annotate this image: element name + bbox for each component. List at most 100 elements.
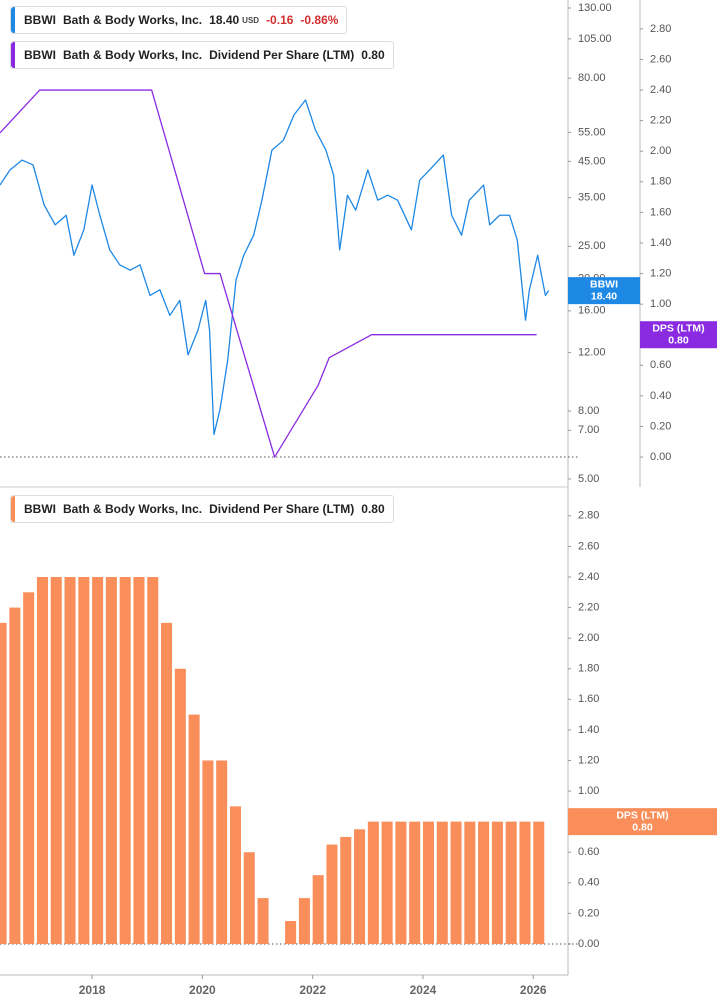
end-label-value: 0.80 bbox=[668, 334, 689, 346]
legend-entry: BBWI Bath & Body Works, Inc. Dividend Pe… bbox=[10, 495, 394, 523]
y-tick-label: 0.40 bbox=[650, 390, 671, 402]
bar bbox=[533, 821, 545, 944]
bar bbox=[161, 622, 173, 944]
bar bbox=[105, 577, 117, 944]
y-tick-label: 0.40 bbox=[578, 877, 599, 889]
y-tick-label: 0.20 bbox=[578, 907, 599, 919]
end-label-box bbox=[568, 808, 717, 836]
y-tick-label: 8.00 bbox=[578, 405, 599, 417]
bar bbox=[147, 577, 159, 944]
bar bbox=[92, 577, 104, 944]
bar bbox=[381, 821, 393, 944]
bar bbox=[298, 898, 310, 944]
y-tick-label: 0.00 bbox=[578, 938, 599, 950]
legend-last: 18.40 bbox=[209, 13, 240, 27]
end-label-box bbox=[568, 277, 640, 305]
bar bbox=[340, 836, 352, 944]
legend-swatch bbox=[11, 7, 15, 33]
end-label: DPS (LTM) bbox=[616, 809, 668, 821]
y-tick-label: 0.00 bbox=[650, 451, 671, 463]
y-tick-label: 1.40 bbox=[578, 724, 599, 736]
y-tick-label: 1.80 bbox=[578, 663, 599, 675]
bar bbox=[257, 898, 269, 944]
bar bbox=[312, 875, 324, 944]
bar bbox=[133, 577, 145, 944]
x-tick-label: 2018 bbox=[79, 983, 106, 997]
bar bbox=[422, 821, 434, 944]
y-tick-label: 25.00 bbox=[578, 240, 606, 252]
y-tick-label: 45.00 bbox=[578, 155, 606, 167]
y-tick-label: 1.40 bbox=[650, 237, 671, 249]
y-tick-label: 0.60 bbox=[578, 846, 599, 858]
bar bbox=[409, 821, 421, 944]
legend-last: 0.80 bbox=[361, 48, 385, 62]
legend-last: 0.80 bbox=[361, 502, 385, 516]
y-tick-label: 105.00 bbox=[578, 33, 612, 45]
legend-metric: Dividend Per Share (LTM) bbox=[209, 502, 355, 516]
y-tick-label: 1.80 bbox=[650, 176, 671, 188]
bar bbox=[243, 852, 255, 944]
y-tick-label: 2.80 bbox=[578, 510, 599, 522]
legend-swatch bbox=[11, 42, 15, 68]
legend-symbol: BBWI bbox=[24, 48, 56, 62]
y-tick-label: 130.00 bbox=[578, 2, 612, 14]
y-tick-label: 35.00 bbox=[578, 192, 606, 204]
y-tick-label: 80.00 bbox=[578, 72, 606, 84]
bar bbox=[285, 921, 297, 944]
bar bbox=[505, 821, 517, 944]
end-label-value: 0.80 bbox=[632, 821, 653, 833]
y-tick-label: 2.80 bbox=[650, 23, 671, 35]
y-tick-label: 1.00 bbox=[650, 298, 671, 310]
y-tick-label: 1.20 bbox=[578, 754, 599, 766]
y-tick-label: 12.00 bbox=[578, 346, 606, 358]
y-tick-label: 2.40 bbox=[650, 84, 671, 96]
bar bbox=[326, 844, 338, 944]
y-tick-label: 2.00 bbox=[650, 145, 671, 157]
y-tick-label: 55.00 bbox=[578, 126, 606, 138]
legend-name: Bath & Body Works, Inc. bbox=[63, 48, 203, 62]
bar bbox=[367, 821, 379, 944]
bar bbox=[9, 607, 21, 944]
plot-area bbox=[0, 577, 545, 944]
x-tick-label: 2020 bbox=[189, 983, 216, 997]
legend-entry: BBWI Bath & Body Works, Inc. 18.40 USD -… bbox=[10, 6, 348, 34]
bar bbox=[491, 821, 503, 944]
end-label: BBWI bbox=[590, 278, 618, 290]
bar bbox=[78, 577, 90, 944]
bar bbox=[229, 806, 241, 944]
y-tick-label: 7.00 bbox=[578, 424, 599, 436]
legend-name: Bath & Body Works, Inc. bbox=[63, 502, 203, 516]
legend-entry: BBWI Bath & Body Works, Inc. Dividend Pe… bbox=[10, 41, 394, 69]
bar bbox=[464, 821, 476, 944]
bar bbox=[395, 821, 407, 944]
plot-area bbox=[0, 89, 550, 458]
series-line bbox=[0, 99, 550, 436]
legend-unit: USD bbox=[242, 15, 260, 25]
bar bbox=[478, 821, 490, 944]
legend-symbol: BBWI bbox=[24, 502, 56, 516]
y-tick-label: 1.60 bbox=[650, 206, 671, 218]
y-tick-label: 2.00 bbox=[578, 632, 599, 644]
y-tick-label: 2.60 bbox=[578, 540, 599, 552]
bar bbox=[36, 577, 48, 944]
bar bbox=[202, 760, 214, 944]
bar bbox=[216, 760, 228, 944]
y-tick-label: 2.40 bbox=[578, 571, 599, 583]
bar bbox=[188, 714, 200, 944]
bar bbox=[450, 821, 462, 944]
end-label-value: 18.40 bbox=[591, 290, 617, 302]
bar bbox=[0, 622, 7, 944]
bar bbox=[50, 577, 62, 944]
end-label-box bbox=[640, 321, 717, 349]
series-line bbox=[0, 89, 537, 458]
y-tick-label: 2.60 bbox=[650, 53, 671, 65]
bar bbox=[519, 821, 531, 944]
bar bbox=[64, 577, 76, 944]
bar bbox=[174, 668, 186, 944]
legend-change-percent: -0.86% bbox=[300, 13, 339, 27]
bar bbox=[23, 592, 35, 944]
bar bbox=[119, 577, 131, 944]
y-tick-label: 16.00 bbox=[578, 305, 606, 317]
